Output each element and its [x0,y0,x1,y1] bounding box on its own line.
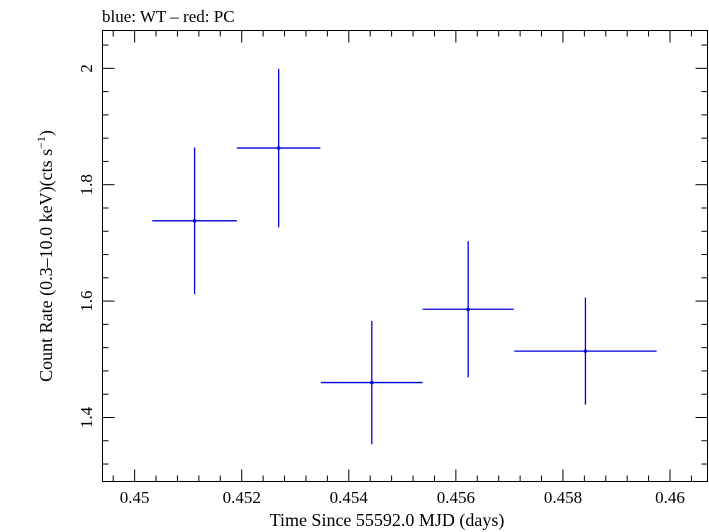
y-axis-label: Count Rate (0.3–10.0 keV)(cts s−1) [34,130,57,382]
x-tick-label: 0.456 [437,488,475,507]
data-series [152,68,657,445]
y-tick-label: 2 [77,64,96,73]
data-marker [192,218,197,223]
y-tick-label: 1.6 [77,290,96,311]
x-tick-label: 0.454 [330,488,369,507]
data-marker [276,146,281,150]
data-marker [370,380,374,385]
y-axis-label-end: ) [36,130,57,136]
data-marker [583,349,588,353]
x-tick-label: 0.45 [120,488,150,507]
data-point [514,297,657,405]
y-axis-label-main: Count Rate (0.3–10.0 keV)(cts s [36,149,57,382]
data-point [422,241,514,378]
plot-frame [102,30,708,482]
x-axis-label: Time Since 55592.0 MJD (days) [270,510,505,531]
y-axis-label-exponent: −1 [34,136,48,149]
x-tick-label: 0.458 [544,488,582,507]
data-marker [466,307,470,312]
data-point [236,68,321,228]
data-point [152,147,237,295]
data-point [320,320,423,445]
y-axis-ticks: 1.4 1.6 1.8 2 [77,44,708,465]
x-tick-label: 0.452 [223,488,261,507]
x-axis-ticks: 0.45 0.452 0.454 0.456 0.458 0.46 [112,30,692,507]
chart-title: blue: WT – red: PC [102,7,235,26]
y-tick-label: 1.4 [77,406,96,428]
y-tick-label: 1.8 [77,174,96,195]
x-tick-label: 0.46 [655,488,685,507]
